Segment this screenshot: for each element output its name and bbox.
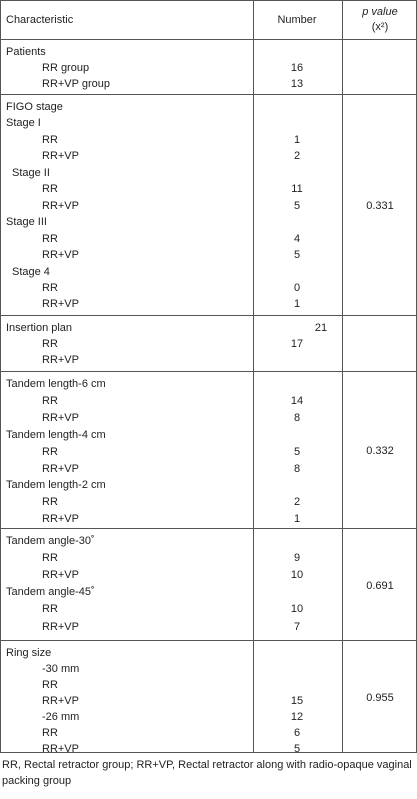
row-value: 17 [290, 338, 304, 350]
row-value: 9 [293, 552, 301, 565]
row-value: 21 [314, 322, 328, 334]
row-label: Tandem angle-30˚ [6, 535, 95, 547]
row-label: -26 mm [42, 711, 80, 723]
row-value: 5 [293, 445, 301, 458]
row-label: Patients [6, 46, 46, 58]
row-value: 15 [290, 695, 304, 707]
table-left-border [0, 0, 1, 752]
row-label: FIGO stage [6, 101, 63, 113]
row-label: Tandem length-2 cm [6, 479, 106, 492]
row-value: 6 [293, 727, 301, 739]
header-number: Number [277, 14, 317, 26]
row-value: 2 [293, 496, 301, 509]
table-top-border [0, 0, 417, 1]
column-divider-1 [253, 0, 254, 752]
section-divider [0, 94, 417, 95]
row-value: 2 [293, 150, 301, 163]
row-value: 5 [293, 199, 301, 212]
row-value: 4 [293, 232, 301, 245]
header-characteristic: Characteristic [6, 14, 74, 26]
row-label: RR+VP [42, 411, 79, 424]
section-divider [0, 315, 417, 316]
table-footnote: RR, Rectal retractor group; RR+VP, Recta… [2, 759, 412, 787]
row-value: 5 [293, 249, 301, 262]
data-table: Characteristic Number p value (x²) Patie… [0, 0, 417, 755]
row-label: RR [42, 338, 58, 350]
section-divider [0, 528, 417, 529]
row-value: 1 [293, 298, 301, 311]
row-label: Tandem angle-45˚ [6, 586, 95, 599]
column-divider-2 [342, 0, 343, 752]
row-label: Tandem length-6 cm [6, 378, 106, 390]
table-header-rule [0, 39, 417, 40]
row-label: RR [42, 281, 58, 294]
row-value: 1 [293, 513, 301, 526]
row-value: 8 [293, 462, 301, 475]
row-label: RR+VP [42, 743, 79, 755]
row-label: RR [42, 496, 58, 509]
row-value: 0 [293, 281, 301, 294]
row-label: RR+VP [42, 462, 79, 475]
row-label: RR [42, 133, 58, 146]
row-label: Ring size [6, 647, 52, 659]
row-label: RR+VP [42, 354, 79, 366]
section-p-value: 0.332 [366, 445, 394, 457]
row-label: RR [42, 679, 58, 691]
section-p-value: 0.955 [366, 691, 394, 704]
row-label: RR+VP [42, 513, 79, 526]
row-label: Insertion plan [6, 322, 73, 334]
row-label: Stage 4 [12, 265, 50, 278]
header-p-value: p value [362, 6, 398, 18]
row-label: RR [42, 552, 58, 565]
row-value: 1 [293, 133, 301, 146]
row-label: RR+VP [42, 298, 79, 311]
row-label: RR [42, 232, 58, 245]
row-label: RR [42, 394, 58, 407]
row-label: Stage I [6, 117, 41, 130]
row-label: Tandem length-4 cm [6, 428, 106, 441]
section-p-value: 0.691 [366, 579, 394, 592]
table-bottom-border [0, 752, 417, 753]
row-label: RR+VP [42, 620, 79, 633]
row-value: 14 [290, 394, 304, 407]
row-label: -30 mm [42, 663, 80, 675]
row-value: 5 [293, 743, 301, 755]
row-label: Stage III [6, 216, 47, 229]
header-p-value-unit: (x²) [371, 21, 389, 33]
row-label: RR [42, 183, 58, 196]
row-value: 12 [290, 711, 304, 723]
row-label: RR+VP [42, 569, 79, 582]
section-divider [0, 371, 417, 372]
row-value: 11 [291, 183, 303, 196]
row-value: 16 [290, 62, 304, 74]
row-value: 10 [290, 603, 304, 616]
row-value: 10 [290, 569, 304, 582]
row-label: RR+VP [42, 249, 79, 262]
row-label: RR group [42, 62, 90, 74]
row-label: RR+VP [42, 695, 79, 707]
row-label: RR [42, 603, 58, 616]
row-value: 7 [293, 620, 301, 633]
row-label: RR [42, 445, 58, 458]
section-divider [0, 640, 417, 641]
row-value: 13 [290, 78, 304, 90]
row-label: Stage II [12, 166, 50, 179]
row-label: RR [42, 727, 58, 739]
section-p-value: 0.331 [366, 200, 394, 212]
row-label: RR+VP [42, 150, 79, 163]
row-value: 8 [293, 411, 301, 424]
row-label: RR+VP [42, 199, 79, 212]
row-label: RR+VP group [42, 78, 110, 90]
